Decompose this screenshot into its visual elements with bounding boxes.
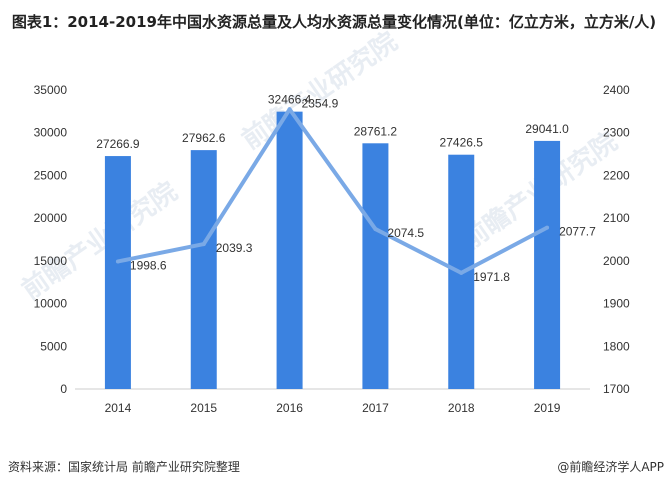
left-axis-tick-label: 35000 [34,83,68,97]
bar-data-label: 27426.5 [440,136,484,150]
bar-data-label: 32466.4 [268,93,312,107]
x-axis-tick-label: 2015 [190,401,217,415]
left-axis-tick-label: 5000 [40,339,67,353]
line-data-label: 1998.6 [130,258,167,272]
credit: @前瞻经济学人APP [557,460,664,474]
source-note: 资料来源：国家统计局 前瞻产业研究院整理 [8,460,240,474]
left-axis-tick-label: 0 [60,382,67,396]
watermark: 前瞻产业研究院 [16,176,182,305]
bar [534,140,561,389]
left-axis-tick-label: 25000 [34,168,68,182]
right-axis-tick-label: 1900 [603,297,630,311]
bar-data-label: 28761.2 [354,124,398,138]
line-data-label: 2074.5 [387,226,424,240]
line-point [545,225,550,230]
line-series [117,107,549,275]
line-point [115,259,120,264]
right-axis-tick-label: 2300 [603,126,630,140]
line-data-label: 2077.7 [559,225,596,239]
right-axis-tick-label: 1800 [603,339,630,353]
bar [362,143,389,389]
right-axis-tick-label: 2000 [603,254,630,268]
left-axis-tick-label: 20000 [34,211,68,225]
x-axis-tick-label: 2014 [105,401,132,415]
bar [104,156,131,389]
x-axis-tick-label: 2018 [448,401,475,415]
bar [276,111,303,390]
line-point [459,270,464,275]
right-axis-tick-label: 2100 [603,211,630,225]
bar-data-label: 27962.6 [182,131,226,145]
right-axis-tick-label: 2400 [603,83,630,97]
chart-svg: 前瞻产业研究院前瞻产业研究院前瞻产业研究院0500010000150002000… [16,26,630,415]
x-axis-tick-label: 2019 [534,401,561,415]
line-data-label: 2039.3 [216,241,253,255]
right-axis-tick-label: 1700 [603,382,630,396]
chart-title: 图表1：2014-2019年中国水资源总量及人均水资源总量变化情况(单位：亿立方… [11,13,657,31]
left-axis-tick-label: 30000 [34,126,68,140]
line-point [373,227,378,232]
line-point [201,242,206,247]
bar-data-label: 27266.9 [96,137,140,151]
x-axis-tick-label: 2017 [362,401,389,415]
left-axis-tick-label: 10000 [34,297,68,311]
x-axis-tick-label: 2016 [276,401,303,415]
right-axis-tick-label: 2200 [603,168,630,182]
line-data-label: 1971.8 [473,270,510,284]
line-data-label: 2354.9 [302,96,339,110]
line-point [287,107,292,112]
bar-data-label: 29041.0 [525,122,569,136]
left-axis-tick-label: 15000 [34,254,68,268]
bar [190,150,217,389]
